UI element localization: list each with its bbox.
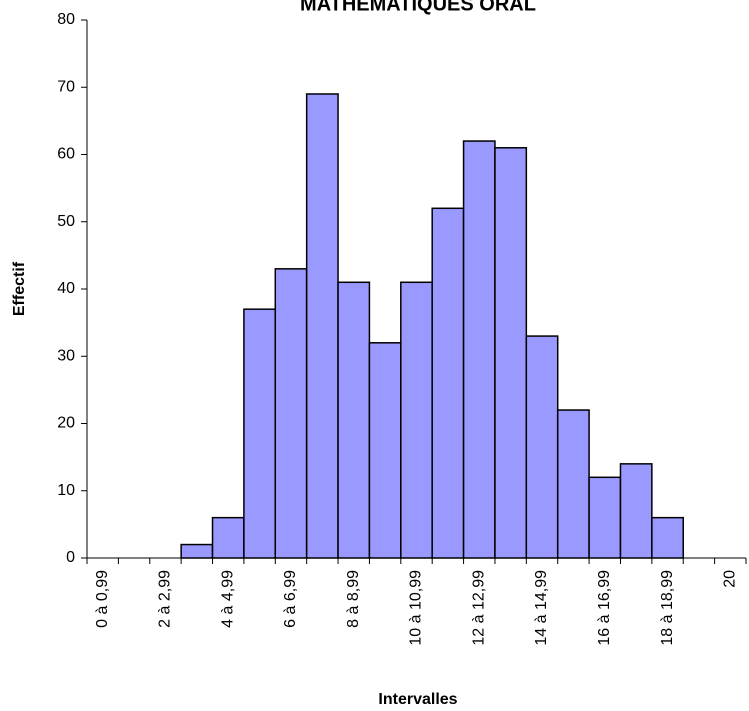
y-tick-label: 10 — [57, 482, 75, 499]
bar — [462, 140, 496, 559]
bar — [651, 516, 684, 559]
y-axis-label: Effectif — [11, 261, 28, 316]
bar — [431, 207, 465, 559]
bar — [180, 543, 214, 559]
x-tick-label: 10 à 10,99 — [408, 570, 425, 646]
bar — [556, 409, 590, 559]
bar — [494, 147, 528, 559]
x-tick-label: 6 à 6,99 — [282, 570, 299, 628]
y-tick-label: 40 — [57, 280, 75, 297]
bar — [400, 281, 433, 559]
x-axis-label: Intervalles — [378, 691, 457, 708]
y-tick-label: 70 — [57, 78, 75, 95]
y-tick-label: 0 — [66, 549, 75, 566]
bar — [619, 463, 653, 559]
y-tick-label: 20 — [57, 415, 75, 432]
bar — [337, 281, 371, 559]
x-tick-label: 14 à 14,99 — [533, 570, 550, 646]
y-tick-label: 80 — [57, 11, 75, 28]
y-tick-label: 30 — [57, 347, 75, 364]
x-tick-label: 2 à 2,99 — [157, 570, 174, 628]
x-tick-label: 18 à 18,99 — [659, 570, 676, 646]
chart-title: MATHEMATIQUES ORAL — [300, 0, 536, 15]
x-tick-label: 8 à 8,99 — [345, 570, 362, 628]
bar — [525, 335, 559, 559]
x-tick-label: 20 — [722, 570, 739, 588]
x-tick-label: 12 à 12,99 — [470, 570, 487, 646]
bar — [588, 476, 622, 559]
bar — [368, 342, 402, 559]
y-tick-label: 60 — [57, 146, 75, 163]
bar — [305, 93, 339, 559]
bar — [274, 268, 308, 559]
bar — [243, 308, 277, 559]
y-tick-label: 50 — [57, 213, 75, 230]
bar — [211, 516, 245, 559]
x-tick-label: 16 à 16,99 — [596, 570, 613, 646]
x-tick-label: 4 à 4,99 — [219, 570, 236, 628]
x-tick-label: 0 à 0,99 — [94, 570, 111, 628]
